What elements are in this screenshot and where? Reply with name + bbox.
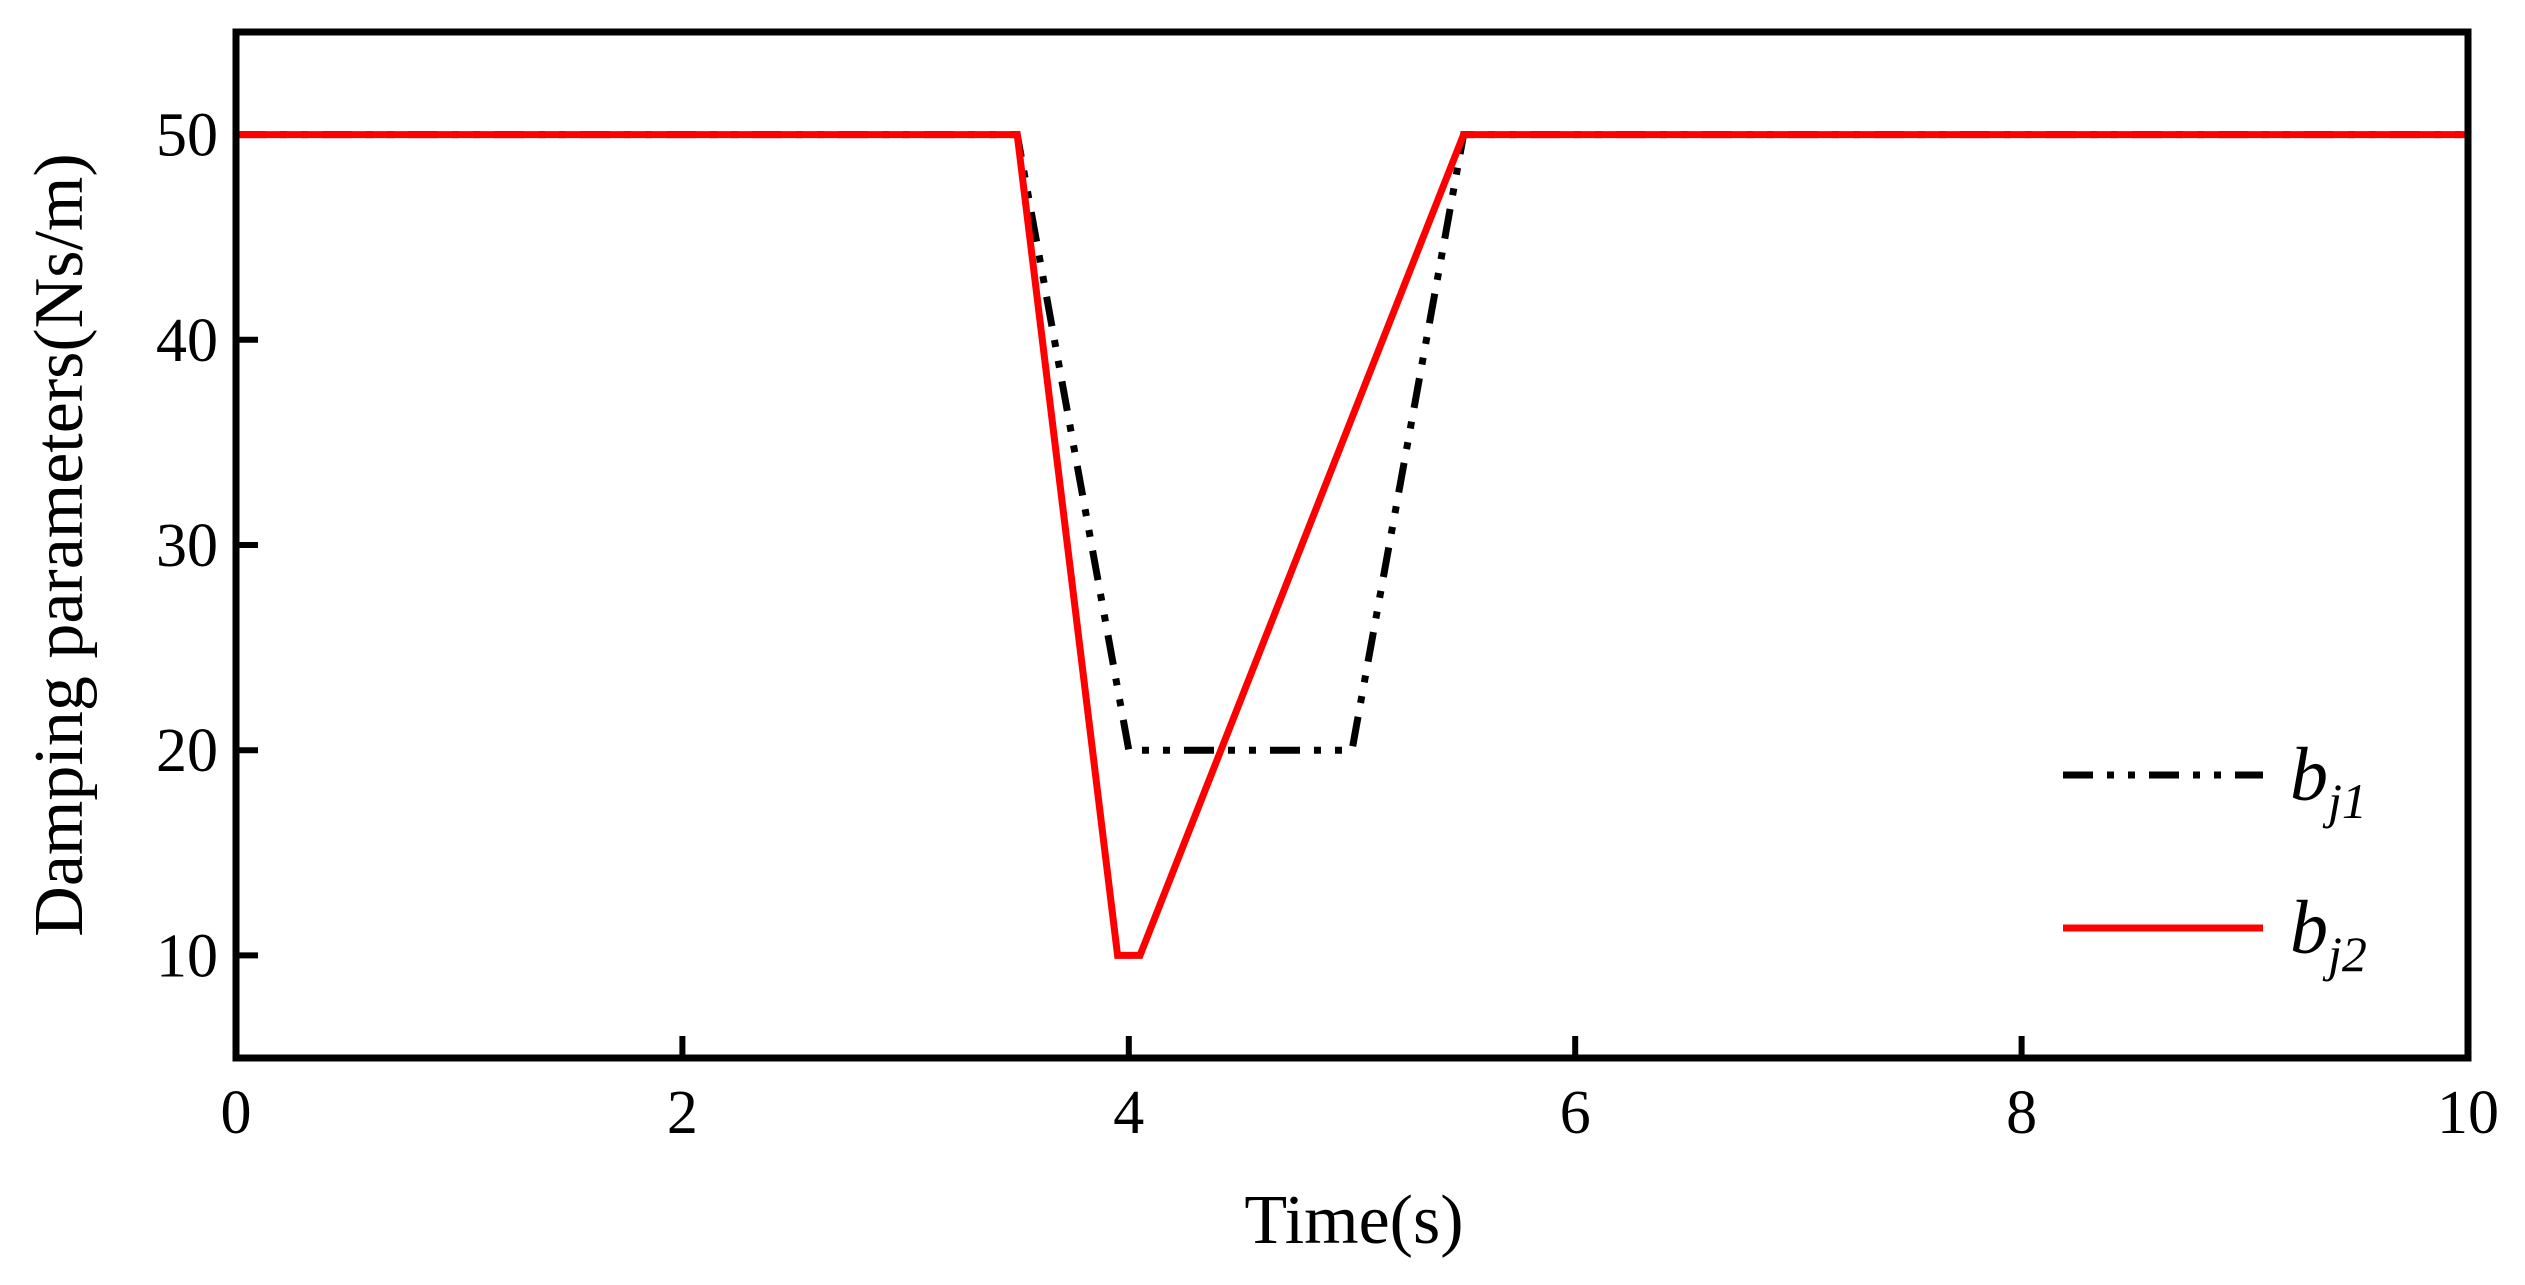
series-line-b-j1 xyxy=(236,131,2468,754)
y-axis-ticks: 10 20 30 40 50 xyxy=(156,102,258,990)
y-tick-label: 30 xyxy=(156,512,218,580)
series-layer xyxy=(236,131,2468,959)
x-axis-title: Time(s) xyxy=(1244,1182,1463,1259)
legend: bj1 bj2 xyxy=(2063,733,2367,982)
x-tick-label: 8 xyxy=(2006,1079,2037,1147)
legend-label-b-j2-sub: j2 xyxy=(2322,926,2367,982)
x-tick-label: 6 xyxy=(1560,1079,1591,1147)
plot-frame xyxy=(232,28,2472,1062)
legend-label-b-j1: bj1 xyxy=(2290,733,2367,829)
y-tick-label: 20 xyxy=(156,717,218,785)
x-axis-ticks: 0 2 4 6 8 10 xyxy=(221,1036,2499,1147)
y-tick-label: 50 xyxy=(156,102,218,170)
x-tick-label: 10 xyxy=(2437,1079,2499,1147)
legend-label-b-j1-sub: j1 xyxy=(2322,773,2367,829)
legend-label-b-j1-main: b xyxy=(2290,733,2328,817)
y-tick-label: 10 xyxy=(156,922,218,990)
x-tick-label: 4 xyxy=(1113,1079,1144,1147)
y-axis-title: Damping parameters(Ns/m) xyxy=(21,153,98,936)
y-tick-label: 40 xyxy=(156,307,218,375)
series-line-b-j2 xyxy=(236,131,2468,959)
legend-label-b-j2-main: b xyxy=(2290,886,2328,970)
legend-label-b-j2: bj2 xyxy=(2290,886,2367,982)
x-tick-label: 0 xyxy=(221,1079,252,1147)
x-tick-label: 2 xyxy=(667,1079,698,1147)
